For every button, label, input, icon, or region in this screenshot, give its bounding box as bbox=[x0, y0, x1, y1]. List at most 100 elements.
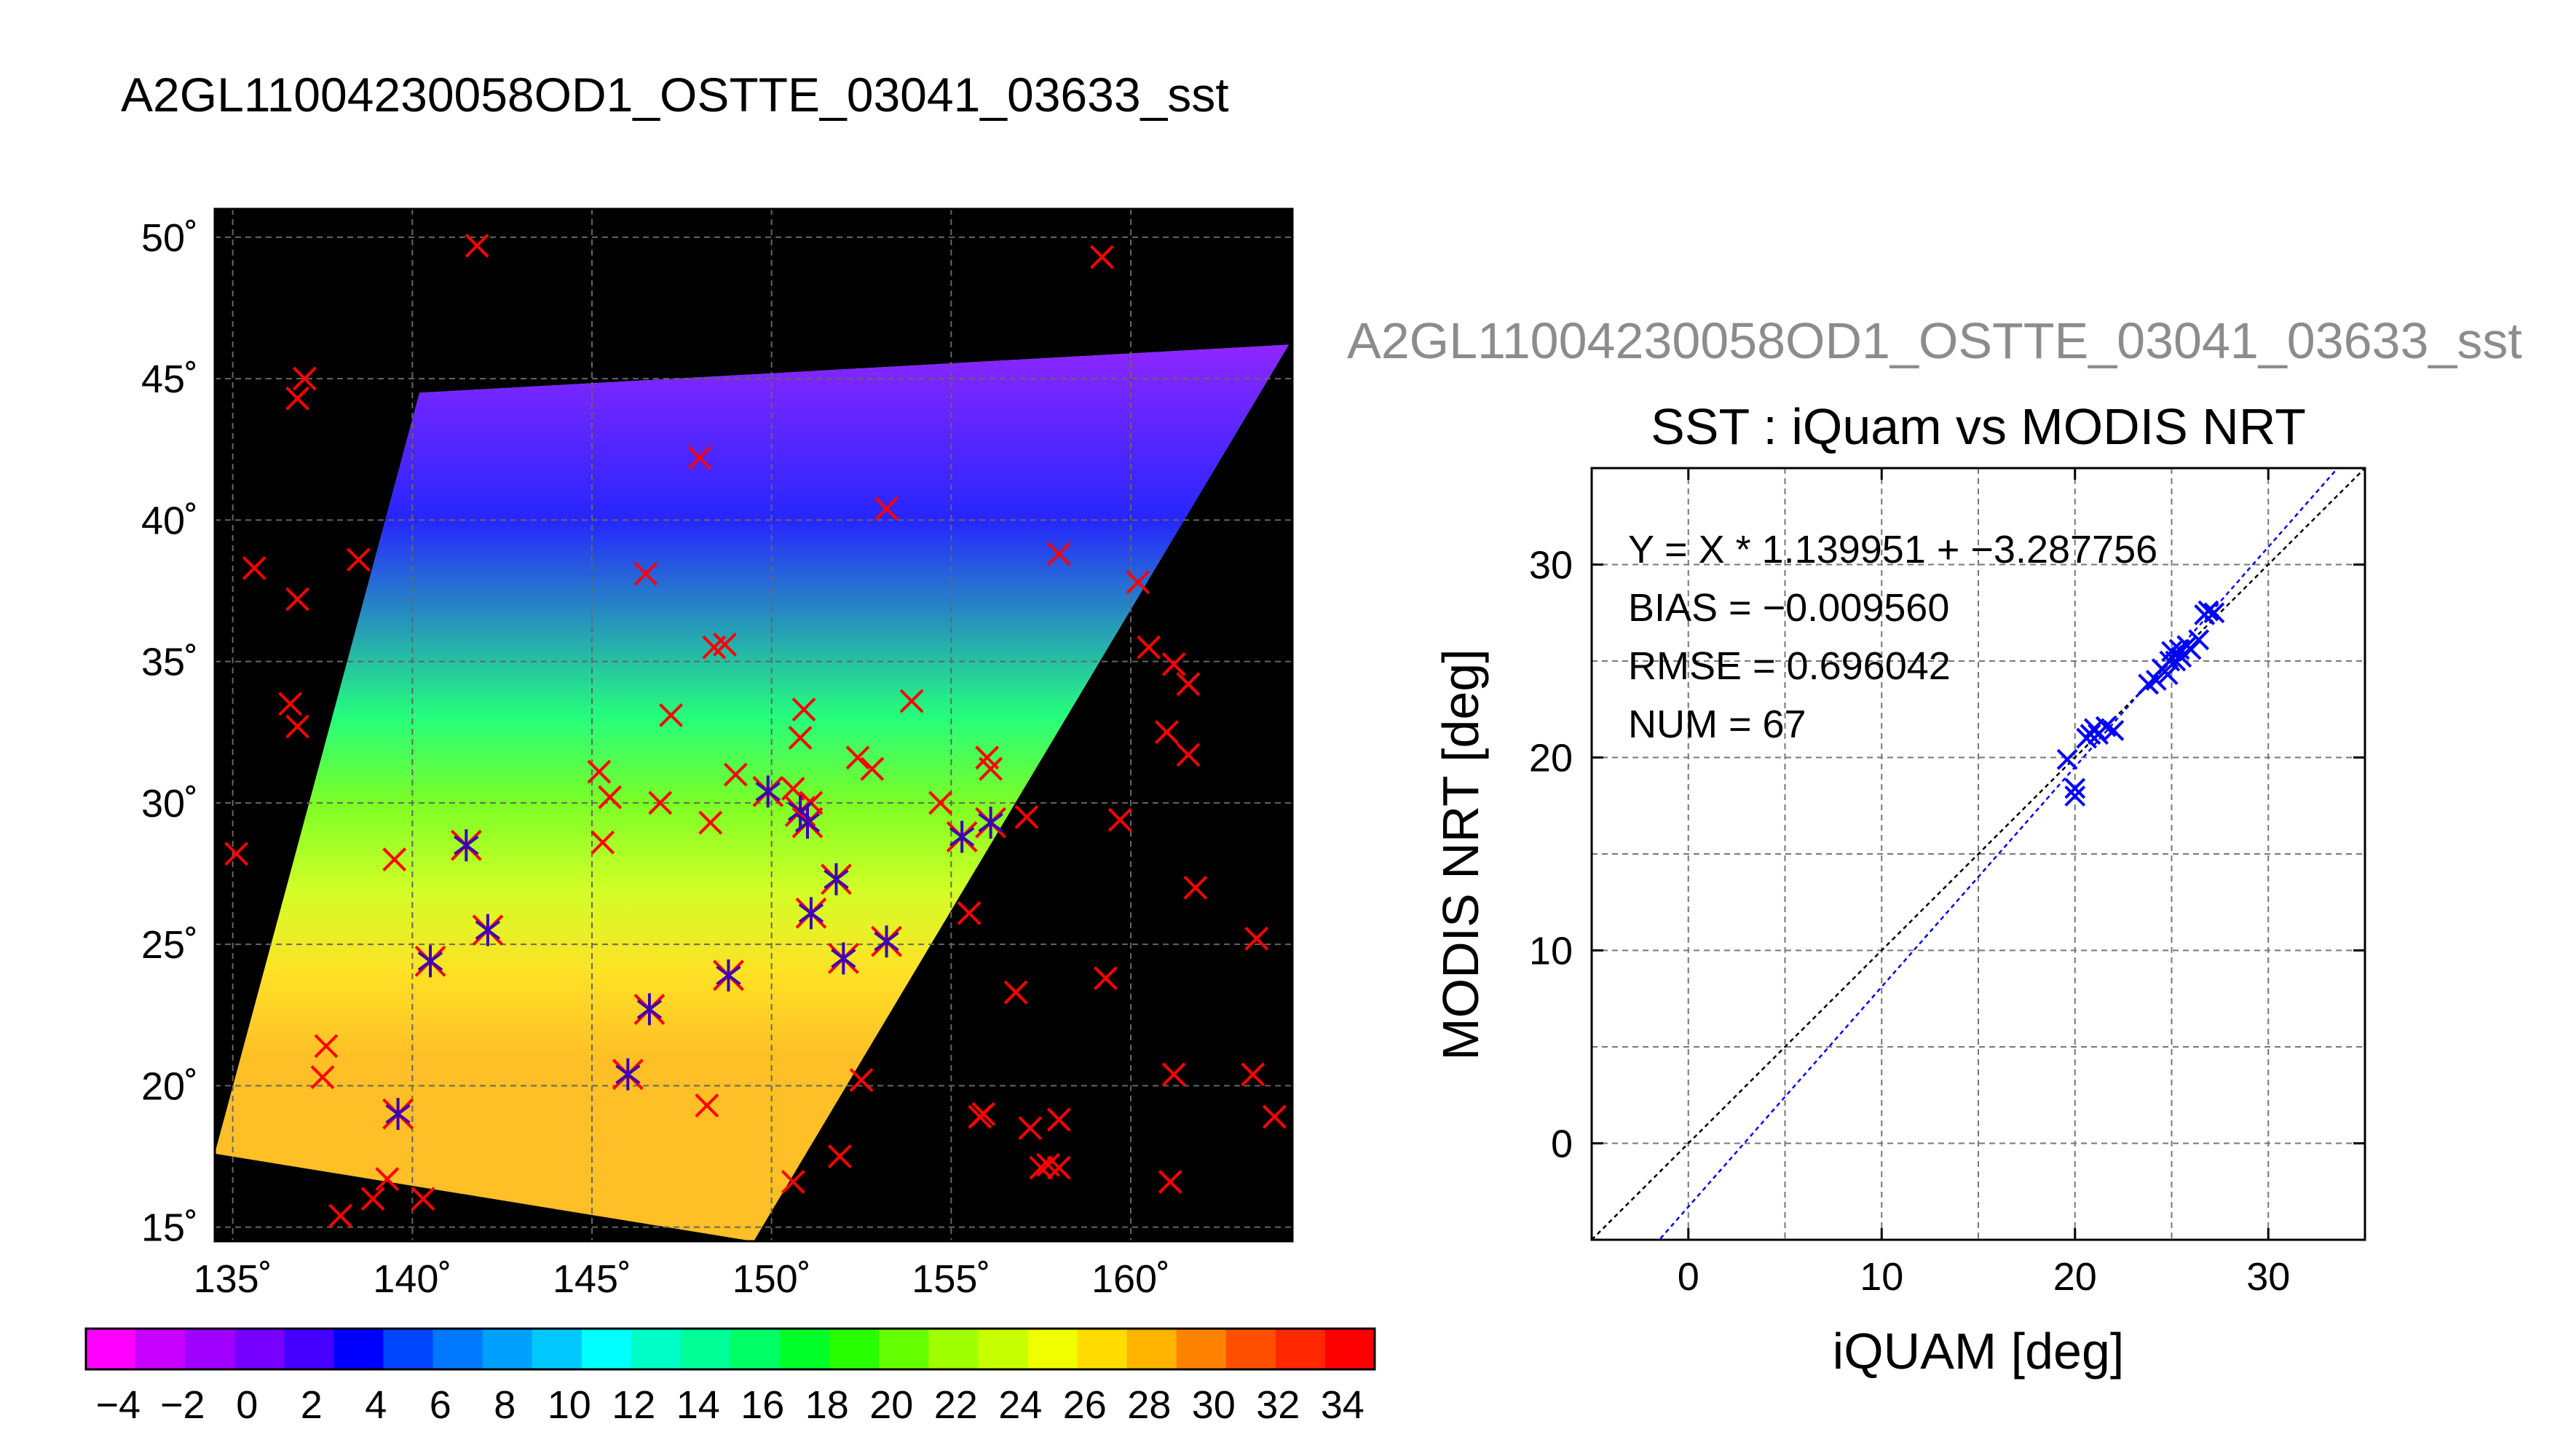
colorbar-swatch bbox=[333, 1329, 384, 1369]
iquam-marker bbox=[1137, 635, 1161, 660]
iquam-marker bbox=[598, 785, 623, 810]
scatter-point bbox=[2145, 670, 2167, 691]
iquam-marker bbox=[1154, 720, 1179, 745]
iquam-marker bbox=[1046, 1155, 1071, 1180]
iquam-marker bbox=[1107, 807, 1132, 832]
regression-line bbox=[1658, 468, 2339, 1240]
scatter-point bbox=[2103, 719, 2125, 741]
collocated-marker bbox=[975, 807, 1007, 839]
iquam-marker bbox=[957, 901, 982, 925]
colorbar: −4 −2 0 2 4 6 8 10 12 14 16 18 20 22 24 26 28 30 32 34 bbox=[84, 1327, 1376, 1427]
colorbar-tick-label: 4 bbox=[365, 1383, 387, 1427]
iquam-marker bbox=[1176, 743, 1201, 767]
map-y-tick-label: 35˚ bbox=[141, 641, 198, 684]
iquam-marker bbox=[314, 1034, 339, 1059]
map-y-tick-label: 50˚ bbox=[141, 216, 198, 260]
iquam-marker bbox=[1046, 542, 1071, 566]
iquam-marker bbox=[285, 386, 309, 411]
map-y-tick-label: 45˚ bbox=[141, 357, 198, 401]
collocated-marker bbox=[795, 897, 827, 930]
iquam-marker bbox=[1003, 980, 1028, 1005]
scatter-ticks: 0 10 20 30 0 10 20 30 bbox=[1529, 468, 2365, 1299]
iquam-marker bbox=[695, 1093, 719, 1117]
iquam-marker bbox=[360, 1187, 385, 1211]
colorbar-tick-label: 20 bbox=[869, 1383, 913, 1427]
scatter-point bbox=[2188, 629, 2210, 651]
colorbar-tick-label: 8 bbox=[494, 1383, 516, 1427]
colorbar-swatch bbox=[234, 1329, 285, 1369]
iquam-marker bbox=[375, 1167, 400, 1191]
scatter-y-tick-label: 0 bbox=[1551, 1123, 1573, 1166]
colorbar-tick-label: −4 bbox=[95, 1383, 141, 1427]
iquam-marker bbox=[1244, 926, 1269, 951]
iquam-marker bbox=[899, 689, 924, 713]
map-y-tick-label: 15˚ bbox=[141, 1206, 198, 1250]
colorbar-tick-label: 6 bbox=[430, 1383, 451, 1427]
collocated-marker bbox=[752, 775, 784, 808]
colorbar-tick-label: 22 bbox=[934, 1383, 978, 1427]
colorbar-swatch bbox=[1275, 1329, 1326, 1369]
colorbar-swatch bbox=[879, 1329, 929, 1369]
rmse-stat: RMSE = 0.696042 bbox=[1628, 644, 1951, 688]
colorbar-swatch bbox=[581, 1329, 632, 1369]
map-x-tick-label: 140˚ bbox=[373, 1257, 451, 1301]
collocated-marker bbox=[633, 993, 666, 1026]
colorbar-tick-labels: −4 −2 0 2 4 6 8 10 12 14 16 18 20 22 24 26 28 30 32 34 bbox=[95, 1383, 1364, 1427]
scatter-y-tick-label: 30 bbox=[1529, 544, 1573, 587]
colorbar-tick-label: 2 bbox=[301, 1383, 323, 1427]
iquam-marker bbox=[849, 1068, 874, 1092]
x-axis-label: iQUAM [deg] bbox=[1833, 1323, 2125, 1380]
colorbar-boxes bbox=[86, 1329, 1375, 1369]
iquam-marker bbox=[698, 810, 723, 835]
iquam-marker bbox=[310, 1065, 335, 1090]
scatter-points bbox=[2056, 600, 2225, 807]
scatter-point bbox=[2056, 748, 2078, 770]
iquam-marker bbox=[845, 745, 870, 770]
scatter-panel: SST : iQuam vs MODIS NRT 0 10 20 300102030 … bbox=[1432, 398, 2366, 1380]
colorbar-swatch bbox=[86, 1329, 136, 1369]
colorbar-tick-label: 32 bbox=[1256, 1383, 1300, 1427]
collocated-marker bbox=[871, 925, 902, 958]
iquam-marker bbox=[713, 632, 737, 657]
colorbar-swatch bbox=[482, 1329, 533, 1369]
iquam-marker bbox=[382, 847, 407, 871]
colorbar-swatch bbox=[433, 1329, 483, 1369]
iquam-marker bbox=[1029, 1155, 1054, 1180]
iquam-marker bbox=[1176, 672, 1201, 697]
map-grid bbox=[215, 209, 1292, 1241]
y-axis-label: MODIS NRT [deg] bbox=[1432, 649, 1489, 1060]
collocated-marker bbox=[784, 795, 816, 828]
iquam-marker bbox=[1090, 245, 1114, 269]
bias-stat: BIAS = −0.009560 bbox=[1628, 586, 1949, 630]
iquam-marker bbox=[285, 587, 309, 612]
collocated-marker bbox=[821, 863, 852, 895]
map-x-tick-label: 135˚ bbox=[194, 1257, 272, 1301]
colorbar-swatch bbox=[1126, 1329, 1177, 1369]
scatter-point bbox=[2064, 778, 2086, 799]
colorbar-swatch bbox=[532, 1329, 583, 1369]
colorbar-tick-label: 16 bbox=[741, 1383, 784, 1427]
colorbar-swatch bbox=[135, 1329, 186, 1369]
map-y-tick-label: 25˚ bbox=[141, 923, 198, 967]
collocated-marker bbox=[414, 945, 446, 978]
map-ticks: 135˚ 140˚ 145˚ 150˚ 155˚ 160˚ 15˚ 20˚ 25˚ 30˚ 35˚ 4… bbox=[141, 216, 1170, 1301]
map-y-tick-label: 20˚ bbox=[141, 1064, 198, 1108]
colorbar-tick-label: 26 bbox=[1063, 1383, 1107, 1427]
iquam-marker bbox=[278, 692, 303, 716]
collocated-marker bbox=[791, 807, 824, 839]
colorbar-swatch bbox=[978, 1329, 1029, 1369]
iquam-marker bbox=[411, 1187, 435, 1211]
scatter-point bbox=[2064, 786, 2086, 807]
iquam-marker bbox=[827, 1144, 852, 1168]
iquam-marker bbox=[723, 762, 748, 787]
map-y-tick-label: 40˚ bbox=[141, 499, 198, 542]
scatter-frame bbox=[1590, 467, 2366, 1241]
iquam-marker bbox=[860, 756, 885, 781]
iquam-marker bbox=[1158, 1170, 1182, 1194]
colorbar-tick-label: 0 bbox=[236, 1383, 258, 1427]
iquam-marker bbox=[659, 703, 683, 727]
colorbar-tick-label: 18 bbox=[805, 1383, 849, 1427]
iquam-marker bbox=[791, 697, 816, 722]
iquam-marker bbox=[465, 234, 489, 258]
